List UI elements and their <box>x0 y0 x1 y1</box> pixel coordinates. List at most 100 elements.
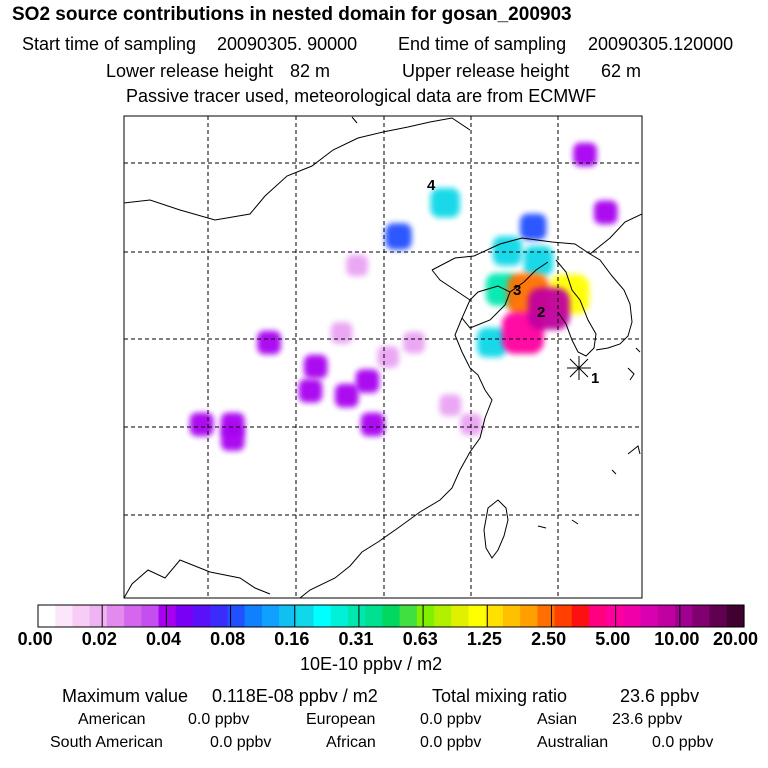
region-value-australian: 0.0 ppbv <box>652 734 714 751</box>
plume-cell <box>303 354 328 379</box>
colorbar-cell <box>657 605 676 627</box>
plume-cell <box>439 394 462 416</box>
colorbar-cell <box>192 605 211 627</box>
colorbar-cell <box>365 605 383 627</box>
end-time-value: 20090305.120000 <box>588 34 734 54</box>
colorbar-cell <box>554 605 573 627</box>
colorbar-tick-label: 0.31 <box>338 629 374 649</box>
region-value-asian: 23.6 ppbv <box>612 711 683 728</box>
colorbar-cell <box>640 605 659 627</box>
colorbar-cell <box>416 605 435 627</box>
colorbar-cell <box>72 605 91 627</box>
colorbar-cell <box>38 605 56 627</box>
colorbar-tick-label: 0.63 <box>402 629 438 649</box>
plume-cell <box>403 331 425 354</box>
colorbar-cell <box>537 605 556 627</box>
region-value-south-american: 0.0 ppbv <box>210 734 272 751</box>
colorbar-tick-label: 1.25 <box>466 629 502 649</box>
region-name-australian: Australian <box>537 734 609 751</box>
lower-height-label: Lower release height <box>106 61 274 81</box>
lower-height-value: 82 m <box>290 61 331 81</box>
colorbar-tick-label: 0.00 <box>17 629 53 649</box>
colorbar-cell <box>520 605 538 627</box>
upper-height-value: 62 m <box>601 61 642 81</box>
map-frame <box>123 115 643 599</box>
plume-cell <box>573 142 597 167</box>
colorbar-cell <box>89 605 108 627</box>
colorbar-cell <box>692 605 711 627</box>
colorbar-cell <box>451 605 470 627</box>
plume-cell <box>220 427 245 451</box>
colorbar-tick-label: 0.16 <box>274 629 310 649</box>
colorbar-unit: 10E-10 ppbv / m2 <box>300 654 443 674</box>
colorbar-cell <box>399 605 418 627</box>
colorbar-cell <box>347 605 366 627</box>
colorbar-cell <box>382 605 401 627</box>
region-name-african: African <box>326 734 376 751</box>
colorbar-tick-label: 2.50 <box>531 629 567 649</box>
upper-height-label: Upper release height <box>402 61 570 81</box>
start-time-value: 20090305. 90000 <box>217 34 358 54</box>
colorbar-tick-label: 0.02 <box>81 629 117 649</box>
total-mixing-value: 23.6 ppbv <box>620 686 700 706</box>
colorbar-tick-label: 0.04 <box>146 629 182 649</box>
plume-cell <box>355 369 380 393</box>
colorbar-cell <box>709 605 728 627</box>
chart-title: SO2 source contributions in nested domai… <box>12 4 572 25</box>
graticule <box>124 116 642 598</box>
colorbar-cell <box>675 605 693 627</box>
region-name-south-american: South American <box>50 734 163 751</box>
region-value-african: 0.0 ppbv <box>420 734 482 751</box>
colorbar-cell <box>571 605 590 627</box>
colorbar-cell <box>279 605 297 627</box>
region-value-european: 0.0 ppbv <box>420 711 482 728</box>
total-mixing-label: Total mixing ratio <box>432 686 568 706</box>
end-time-label: End time of sampling <box>398 34 567 54</box>
plume-cell <box>527 287 570 330</box>
colorbar-cell <box>434 605 452 627</box>
tracer-note: Passive tracer used, meteorological data… <box>126 86 597 106</box>
colorbar-tick-label: 5.00 <box>595 629 631 649</box>
colorbar-cell <box>296 605 315 627</box>
colorbar-cell <box>210 605 229 627</box>
region-value-american: 0.0 ppbv <box>188 711 250 728</box>
colorbar-cell <box>502 605 521 627</box>
colorbar-tick-label: 10.00 <box>654 629 700 649</box>
colorbar-cell <box>623 605 642 627</box>
plume-cell <box>385 223 412 250</box>
plume-cell <box>330 322 353 344</box>
max-value-label: Maximum value <box>62 686 189 706</box>
region-name-asian: Asian <box>537 711 578 728</box>
region-name-american: American <box>78 711 146 728</box>
plume-cell <box>257 330 281 355</box>
colorbar-cell <box>106 605 125 627</box>
colorbar-cell <box>261 605 280 627</box>
colorbar-cell <box>227 605 246 627</box>
plume-cell <box>377 346 399 368</box>
region-name-european: European <box>306 711 376 728</box>
coastlines <box>124 116 642 598</box>
colorbar-cell <box>175 605 194 627</box>
colorbar-cell <box>313 605 332 627</box>
map-label-4: 4 <box>427 177 436 194</box>
plume-cell <box>523 245 554 276</box>
colorbar-cell <box>468 605 487 627</box>
plume-cell <box>593 200 618 225</box>
start-time-label: Start time of sampling <box>22 34 197 54</box>
colorbar-tick-label: 20.00 <box>713 629 759 649</box>
plume-cell <box>298 378 323 403</box>
map-label-2: 2 <box>537 304 545 321</box>
plume-cell <box>520 213 547 241</box>
plume-cell <box>430 188 460 218</box>
colorbar-cell <box>124 605 142 627</box>
plume-cell <box>360 412 385 437</box>
colorbar-tick-label: 0.08 <box>210 629 246 649</box>
colorbar-cell <box>244 605 263 627</box>
colorbar-cell <box>330 605 349 627</box>
plume-cell <box>346 254 368 277</box>
receptor-marker <box>567 356 591 380</box>
colorbar-cell <box>55 605 74 627</box>
colorbar-cell <box>158 605 177 627</box>
